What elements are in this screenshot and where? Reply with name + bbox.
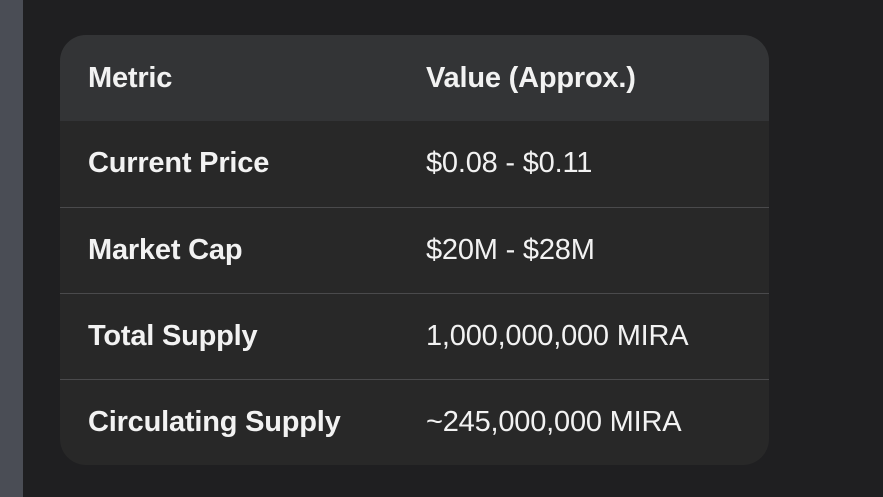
metric-cell: Current Price (88, 147, 270, 180)
metrics-table-card: Metric Value (Approx.) Current Price $0.… (60, 35, 769, 465)
header-value: Value (Approx.) (426, 61, 636, 94)
table-header-row: Metric Value (Approx.) (60, 35, 769, 121)
table-row: Market Cap $20M - $28M (60, 206, 769, 293)
table-row: Circulating Supply ~245,000,000 MIRA (60, 378, 769, 465)
left-sidebar-strip (0, 0, 23, 497)
header-metric: Metric (88, 61, 173, 94)
metric-cell: Circulating Supply (60, 378, 398, 465)
value-cell: $0.08 - $0.11 (426, 147, 593, 180)
metrics-table: Metric Value (Approx.) Current Price $0.… (60, 35, 769, 465)
value-cell: 1,000,000,000 MIRA (398, 292, 769, 379)
table-row: Current Price $0.08 - $0.11 (60, 121, 769, 207)
value-cell: ~245,000,000 MIRA (398, 378, 769, 465)
value-cell: $20M - $28M (398, 206, 769, 293)
metric-cell: Total Supply (60, 292, 398, 379)
table-row: Total Supply 1,000,000,000 MIRA (60, 292, 769, 379)
metric-cell: Market Cap (60, 206, 398, 293)
